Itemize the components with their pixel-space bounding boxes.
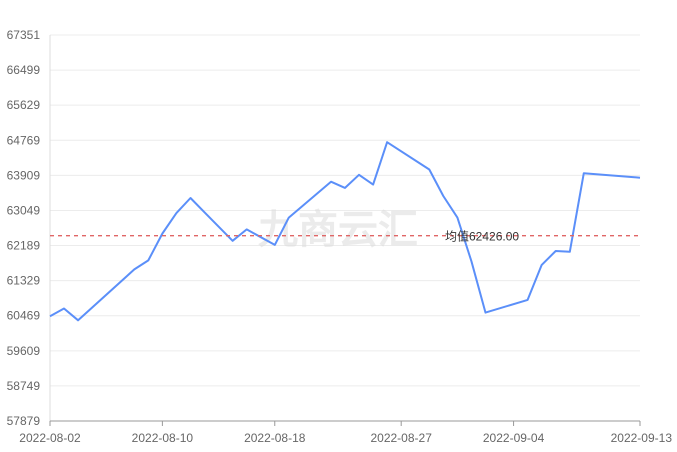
x-tick-label: 2022-08-27	[370, 431, 432, 445]
y-tick-label: 62189	[7, 239, 41, 253]
y-tick-label: 60469	[7, 309, 41, 323]
y-tick-label: 63909	[7, 168, 41, 182]
x-tick-label: 2022-09-13	[611, 431, 673, 445]
y-tick-label: 63049	[7, 203, 41, 217]
average-line-layer: 均值62426.00	[50, 229, 640, 244]
y-tick-label: 65629	[7, 98, 41, 112]
y-tick-label: 57879	[7, 414, 41, 428]
series-line	[49, 141, 641, 322]
y-tick-label: 64769	[7, 133, 41, 147]
x-tick-label: 2022-09-04	[483, 431, 545, 445]
y-tick-label: 59609	[7, 344, 41, 358]
y-tick-label: 61329	[7, 274, 41, 288]
x-tick-label: 2022-08-02	[19, 431, 81, 445]
y-tick-label: 58749	[7, 379, 41, 393]
x-axis: 2022-08-02 2022-08-10 2022-08-18 2022-08-27…	[19, 420, 673, 445]
series-layer	[49, 141, 641, 322]
y-tick-label: 67351	[7, 28, 41, 42]
watermark-text: 九商云汇	[258, 208, 418, 252]
average-label: 均值62426.00	[445, 229, 519, 244]
y-tick-label: 66499	[7, 63, 41, 77]
grid-layer	[50, 34, 640, 387]
y-axis: 67351 66499 65629 64769 63909 63049 62189 61329…	[7, 28, 51, 428]
x-tick-label: 2022-08-18	[244, 431, 306, 445]
x-tick-label: 2022-08-10	[132, 431, 194, 445]
